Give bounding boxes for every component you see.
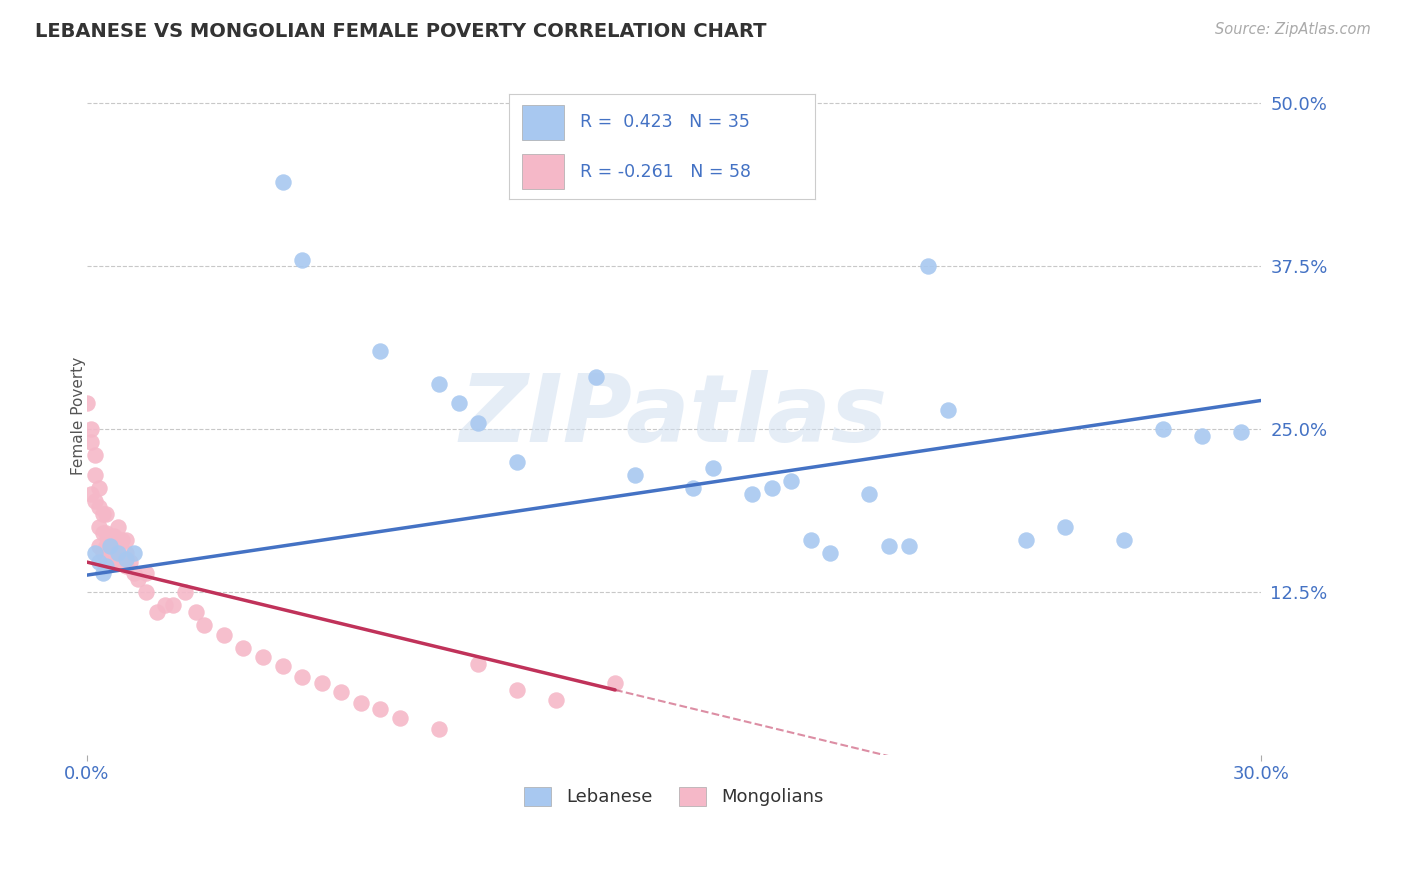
Point — [212, 628, 235, 642]
Point — [350, 696, 373, 710]
Point — [91, 526, 114, 541]
Point — [80, 487, 103, 501]
Point — [858, 487, 880, 501]
Point — [153, 598, 176, 612]
Point — [291, 670, 314, 684]
Text: Source: ZipAtlas.com: Source: ZipAtlas.com — [1215, 22, 1371, 37]
Text: LEBANESE VS MONGOLIAN FEMALE POVERTY CORRELATION CHART: LEBANESE VS MONGOLIAN FEMALE POVERTY COR… — [35, 22, 766, 41]
Point — [76, 396, 98, 410]
Point — [87, 555, 110, 569]
Point — [1015, 533, 1038, 547]
Point — [80, 435, 103, 450]
Point — [127, 572, 149, 586]
Point — [100, 540, 122, 554]
Point — [252, 650, 274, 665]
Point — [467, 657, 489, 671]
Point — [115, 533, 138, 547]
Point — [447, 396, 470, 410]
Point — [330, 685, 353, 699]
Text: ZIPatlas: ZIPatlas — [460, 370, 887, 462]
Point — [162, 598, 184, 612]
Point — [111, 533, 134, 547]
Point — [87, 481, 110, 495]
Point — [100, 533, 122, 547]
Point — [682, 481, 704, 495]
Point — [96, 526, 118, 541]
Point — [115, 559, 138, 574]
Point — [83, 546, 105, 560]
Point — [107, 546, 129, 560]
Point — [83, 448, 105, 462]
Point — [122, 566, 145, 580]
Point — [603, 676, 626, 690]
Point — [877, 540, 900, 554]
Point — [111, 555, 134, 569]
Point — [780, 475, 803, 489]
Point — [427, 376, 450, 391]
Point — [87, 520, 110, 534]
Point — [800, 533, 823, 547]
Y-axis label: Female Poverty: Female Poverty — [72, 357, 86, 475]
Point — [370, 344, 392, 359]
Point — [115, 546, 138, 560]
Point — [311, 676, 333, 690]
Point — [1230, 425, 1253, 439]
Point — [427, 722, 450, 736]
Point — [115, 552, 138, 566]
Point — [193, 617, 215, 632]
Point — [761, 481, 783, 495]
Point — [917, 260, 939, 274]
Point — [741, 487, 763, 501]
Point — [623, 467, 645, 482]
Point — [1112, 533, 1135, 547]
Point — [546, 693, 568, 707]
Point — [135, 566, 157, 580]
Legend: Lebanese, Mongolians: Lebanese, Mongolians — [517, 780, 831, 814]
Point — [80, 422, 103, 436]
Point — [702, 461, 724, 475]
Point — [291, 252, 314, 267]
Point — [370, 702, 392, 716]
Point — [232, 641, 254, 656]
Point — [271, 175, 294, 189]
Point — [96, 555, 118, 569]
Point — [118, 555, 141, 569]
Point — [467, 416, 489, 430]
Point — [506, 682, 529, 697]
Point — [103, 555, 125, 569]
Point — [1152, 422, 1174, 436]
Point — [186, 605, 208, 619]
Point — [122, 546, 145, 560]
Point — [83, 493, 105, 508]
Point — [271, 659, 294, 673]
Point — [83, 467, 105, 482]
Point — [87, 500, 110, 515]
Point — [1191, 428, 1213, 442]
Point — [506, 455, 529, 469]
Point — [107, 537, 129, 551]
Point — [173, 585, 195, 599]
Point — [103, 542, 125, 557]
Point — [100, 546, 122, 560]
Point — [96, 559, 118, 574]
Point — [91, 507, 114, 521]
Point — [897, 540, 920, 554]
Point — [135, 585, 157, 599]
Point — [820, 546, 842, 560]
Point — [936, 402, 959, 417]
Point — [585, 370, 607, 384]
Point — [1053, 520, 1076, 534]
Point — [146, 605, 169, 619]
Point — [96, 540, 118, 554]
Point — [96, 507, 118, 521]
Point — [91, 566, 114, 580]
Point — [103, 529, 125, 543]
Point — [100, 555, 122, 569]
Point — [107, 555, 129, 569]
Point — [388, 711, 411, 725]
Point — [107, 520, 129, 534]
Point — [91, 546, 114, 560]
Point — [87, 540, 110, 554]
